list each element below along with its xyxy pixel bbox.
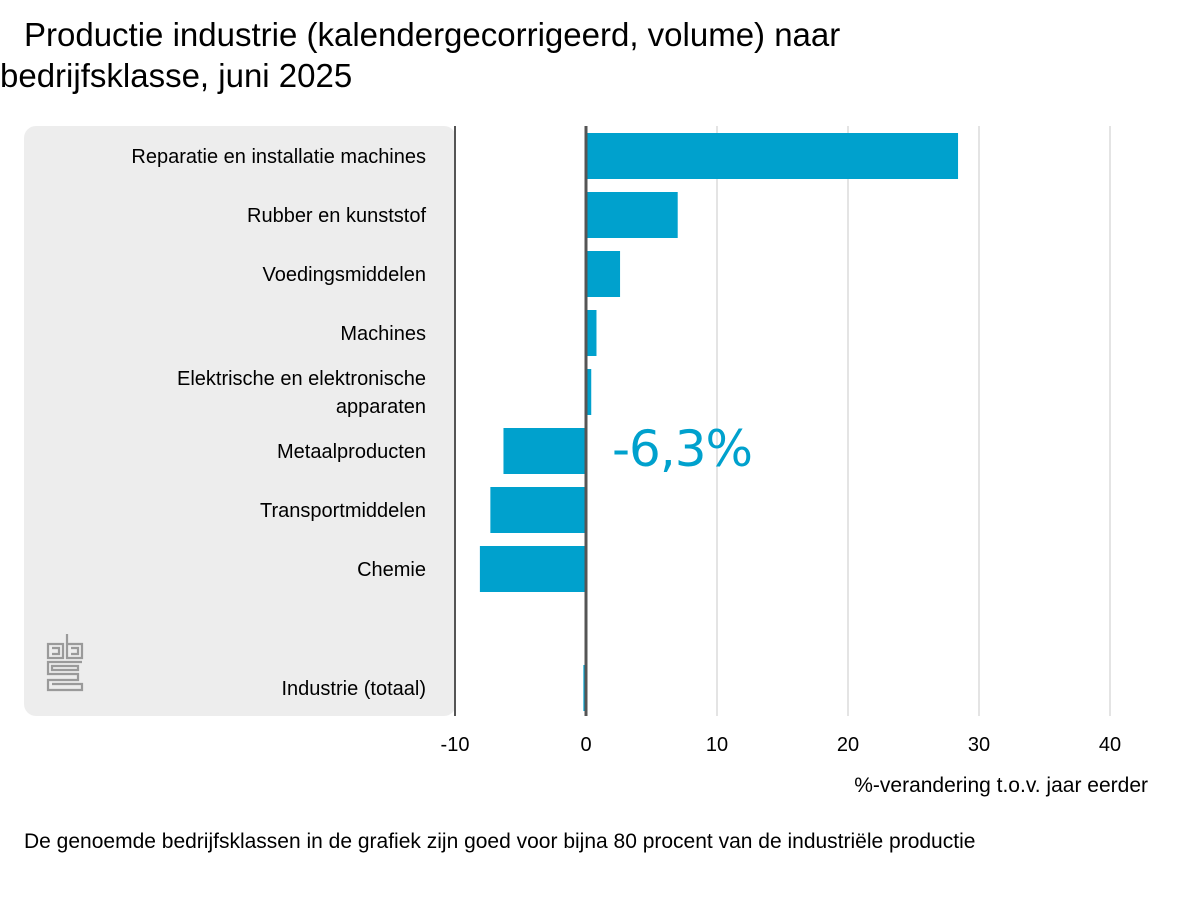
category-label: Chemie xyxy=(357,559,426,581)
category-label: Transportmiddelen xyxy=(259,500,426,522)
category-label: Reparatie en installatie machines xyxy=(131,146,426,168)
x-tick-label: 20 xyxy=(836,734,860,756)
category-label: Rubber en kunststof xyxy=(247,205,426,227)
total-change-annotation: -6,3% xyxy=(612,420,753,478)
bar xyxy=(586,251,621,297)
x-tick-label: 10 xyxy=(705,734,729,756)
bar xyxy=(490,487,586,533)
category-label: Machines xyxy=(340,323,426,345)
x-axis-label: %-verandering t.o.v. jaar eerder xyxy=(854,774,1148,797)
category-label-panel xyxy=(24,126,456,716)
bar xyxy=(586,369,592,415)
footnote: De genoemde bedrijfsklassen in de grafie… xyxy=(24,830,976,853)
category-label: Elektrische en elektronische apparaten xyxy=(176,368,426,418)
category-label: Voedingsmiddelen xyxy=(262,264,426,286)
x-tick-label: 30 xyxy=(967,734,991,756)
x-tick-label: -10 xyxy=(440,734,470,756)
x-tick-label: 0 xyxy=(580,734,592,756)
x-tick-label: 40 xyxy=(1098,734,1122,756)
cbs-logo-icon xyxy=(46,634,84,692)
chart-title: Productie industrie (kalendergecorrigeer… xyxy=(0,16,841,94)
category-label: Industrie (totaal) xyxy=(281,678,426,700)
bar xyxy=(586,192,678,238)
bar xyxy=(479,546,586,592)
category-label: Metaalproducten xyxy=(277,441,426,463)
bar xyxy=(503,428,586,474)
bar xyxy=(586,310,597,356)
bar xyxy=(586,133,959,179)
